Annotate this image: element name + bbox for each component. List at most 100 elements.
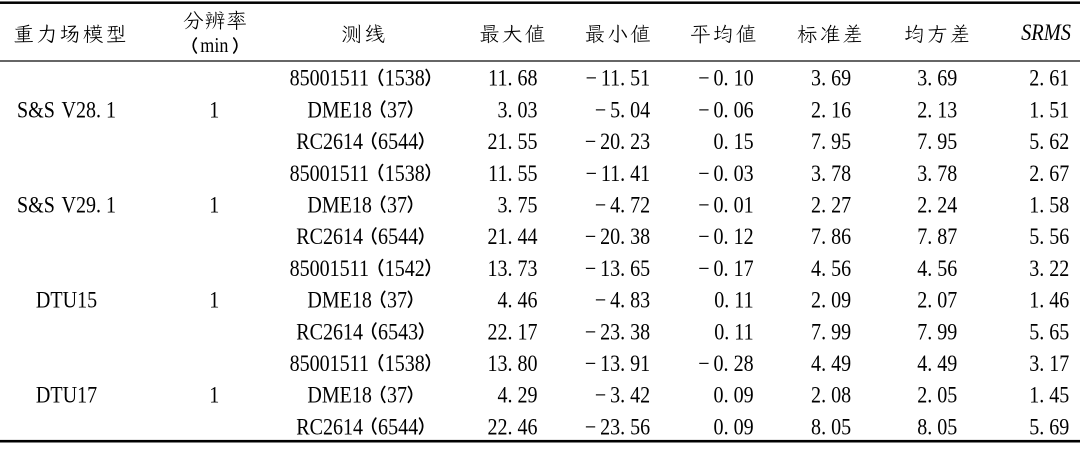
svg-text:− 3. 42: − 3. 42 — [595, 382, 650, 408]
svg-text:− 23. 56: − 23. 56 — [585, 414, 650, 440]
svg-text:2. 09: 2. 09 — [811, 287, 851, 313]
svg-text:4. 49: 4. 49 — [811, 351, 851, 377]
svg-text:SRMS: SRMS — [1021, 19, 1071, 46]
svg-text:2. 05: 2. 05 — [917, 382, 957, 408]
svg-text:S&S V28. 1: S&S V28. 1 — [17, 97, 116, 123]
svg-text:DTU17: DTU17 — [36, 382, 97, 408]
svg-text:85001511: 85001511 — [290, 160, 369, 186]
svg-text:− 0. 03: − 0. 03 — [698, 160, 753, 186]
svg-text:2. 16: 2. 16 — [811, 97, 851, 123]
svg-text:1: 1 — [209, 287, 219, 313]
svg-text:1: 1 — [209, 382, 219, 408]
svg-text:1: 1 — [209, 192, 219, 218]
svg-text:37: 37 — [387, 382, 407, 408]
svg-text:3. 22: 3. 22 — [1029, 256, 1069, 282]
svg-text:3. 03: 3. 03 — [497, 97, 537, 123]
svg-text:1542: 1542 — [385, 256, 425, 282]
svg-text:85001511: 85001511 — [290, 256, 369, 282]
svg-text:DME18: DME18 — [307, 287, 372, 313]
svg-text:7. 95: 7. 95 — [811, 129, 851, 155]
svg-text:1. 58: 1. 58 — [1029, 192, 1069, 218]
svg-text:RC2614: RC2614 — [296, 129, 363, 155]
svg-text:RC2614: RC2614 — [296, 319, 363, 345]
svg-text:− 0. 06: − 0. 06 — [698, 97, 753, 123]
svg-text:1538: 1538 — [385, 160, 425, 186]
svg-text:6544: 6544 — [378, 414, 418, 440]
svg-text:1: 1 — [209, 97, 219, 123]
svg-text:0. 11: 0. 11 — [714, 319, 753, 345]
svg-text:2. 67: 2. 67 — [1029, 160, 1069, 186]
svg-text:8. 05: 8. 05 — [811, 414, 851, 440]
svg-text:2. 61: 2. 61 — [1029, 65, 1069, 91]
svg-text:min: min — [200, 35, 228, 58]
svg-text:6544: 6544 — [378, 129, 418, 155]
svg-text:85001511: 85001511 — [290, 65, 369, 91]
svg-text:3. 69: 3. 69 — [811, 65, 851, 91]
svg-text:− 0. 10: − 0. 10 — [698, 65, 753, 91]
svg-text:5. 56: 5. 56 — [1029, 224, 1069, 250]
svg-text:21. 55: 21. 55 — [487, 129, 537, 155]
svg-text:− 20. 38: − 20. 38 — [585, 224, 650, 250]
svg-text:0. 11: 0. 11 — [714, 287, 753, 313]
svg-text:11. 68: 11. 68 — [488, 65, 537, 91]
svg-text:1. 51: 1. 51 — [1029, 97, 1069, 123]
svg-text:5. 69: 5. 69 — [1029, 414, 1069, 440]
svg-text:− 13. 91: − 13. 91 — [585, 351, 650, 377]
svg-text:7. 87: 7. 87 — [917, 224, 957, 250]
svg-text:3. 69: 3. 69 — [917, 65, 957, 91]
svg-text:21. 44: 21. 44 — [487, 224, 537, 250]
svg-text:7. 86: 7. 86 — [811, 224, 851, 250]
svg-text:3. 78: 3. 78 — [811, 160, 851, 186]
svg-text:37: 37 — [387, 287, 407, 313]
svg-text:7. 95: 7. 95 — [917, 129, 957, 155]
svg-text:11. 55: 11. 55 — [488, 160, 537, 186]
svg-text:37: 37 — [387, 192, 407, 218]
svg-text:− 11. 41: − 11. 41 — [586, 160, 651, 186]
svg-text:− 0. 17: − 0. 17 — [698, 256, 753, 282]
svg-text:6543: 6543 — [378, 319, 418, 345]
svg-text:2. 13: 2. 13 — [917, 97, 957, 123]
svg-text:4. 49: 4. 49 — [917, 351, 957, 377]
svg-text:− 0. 28: − 0. 28 — [698, 351, 753, 377]
svg-text:2. 07: 2. 07 — [917, 287, 957, 313]
svg-text:1538: 1538 — [385, 65, 425, 91]
svg-text:3. 78: 3. 78 — [917, 160, 957, 186]
svg-text:13. 73: 13. 73 — [487, 256, 537, 282]
svg-text:1538: 1538 — [385, 351, 425, 377]
svg-text:13. 80: 13. 80 — [487, 351, 537, 377]
svg-text:− 13. 65: − 13. 65 — [585, 256, 650, 282]
svg-text:1. 46: 1. 46 — [1029, 287, 1069, 313]
svg-text:22. 46: 22. 46 — [487, 414, 537, 440]
svg-text:DME18: DME18 — [307, 97, 372, 123]
svg-text:37: 37 — [387, 97, 407, 123]
svg-text:− 4. 72: − 4. 72 — [595, 192, 650, 218]
svg-text:− 4. 83: − 4. 83 — [595, 287, 650, 313]
svg-text:22. 17: 22. 17 — [487, 319, 537, 345]
svg-text:7. 99: 7. 99 — [917, 319, 957, 345]
svg-text:2. 08: 2. 08 — [811, 382, 851, 408]
svg-text:4. 29: 4. 29 — [497, 382, 537, 408]
svg-text:− 20. 23: − 20. 23 — [585, 129, 650, 155]
svg-text:3. 75: 3. 75 — [497, 192, 537, 218]
svg-text:DTU15: DTU15 — [36, 287, 97, 313]
svg-text:5. 65: 5. 65 — [1029, 319, 1069, 345]
svg-text:DME18: DME18 — [307, 192, 372, 218]
svg-text:85001511: 85001511 — [290, 351, 369, 377]
svg-text:− 0. 01: − 0. 01 — [698, 192, 753, 218]
svg-text:4. 56: 4. 56 — [811, 256, 851, 282]
svg-text:− 0. 12: − 0. 12 — [698, 224, 753, 250]
svg-text:− 23. 38: − 23. 38 — [585, 319, 650, 345]
svg-text:− 5. 04: − 5. 04 — [595, 97, 650, 123]
svg-text:RC2614: RC2614 — [296, 224, 363, 250]
svg-text:1. 45: 1. 45 — [1029, 382, 1069, 408]
svg-text:6544: 6544 — [378, 224, 418, 250]
svg-text:2. 27: 2. 27 — [811, 192, 851, 218]
svg-text:0. 09: 0. 09 — [714, 382, 754, 408]
svg-text:4. 46: 4. 46 — [497, 287, 537, 313]
svg-text:3. 17: 3. 17 — [1029, 351, 1069, 377]
svg-text:0. 15: 0. 15 — [714, 129, 754, 155]
svg-text:4. 56: 4. 56 — [917, 256, 957, 282]
svg-text:RC2614: RC2614 — [296, 414, 363, 440]
svg-text:0. 09: 0. 09 — [714, 414, 754, 440]
svg-text:8. 05: 8. 05 — [917, 414, 957, 440]
